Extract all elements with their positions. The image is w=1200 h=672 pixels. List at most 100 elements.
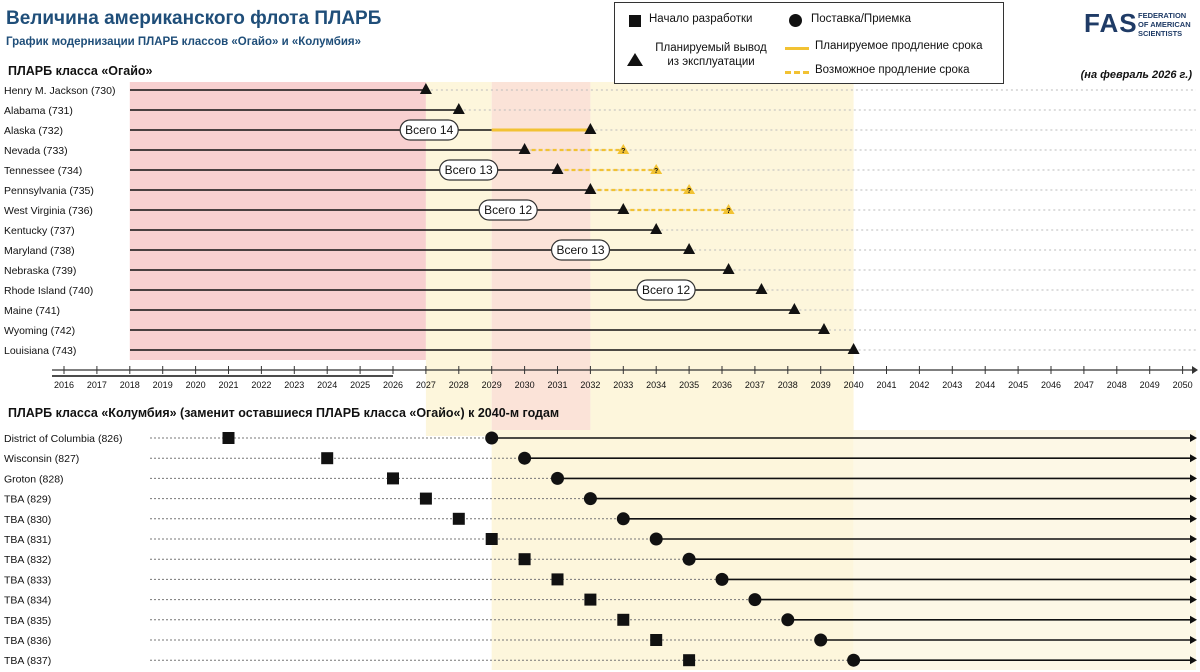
delivery-marker xyxy=(518,451,532,465)
retirement-marker xyxy=(755,283,768,294)
axis-tick-label: 2019 xyxy=(153,380,173,390)
possible-retirement-question: ? xyxy=(654,168,658,175)
fleet-total-label: Всего 13 xyxy=(445,163,493,177)
delivery-marker xyxy=(682,552,696,566)
possible-retirement-marker xyxy=(617,144,630,154)
delivery-marker xyxy=(583,492,597,506)
retirement-marker xyxy=(584,123,597,134)
shaded-period xyxy=(129,82,426,360)
service-arrow xyxy=(1190,636,1197,644)
axis-tick-label: 2031 xyxy=(547,380,567,390)
dev-start-marker xyxy=(518,553,531,566)
axis-tick-label: 2050 xyxy=(1173,380,1193,390)
service-arrow xyxy=(1190,535,1197,543)
axis-tick-label: 2048 xyxy=(1107,380,1127,390)
legend-dev-start: Начало разработки xyxy=(649,13,753,25)
ohio-row-label: West Virginia (736) xyxy=(4,205,93,217)
delivery-marker xyxy=(814,633,828,647)
delivery-marker xyxy=(781,613,795,627)
axis-tick-label: 2047 xyxy=(1074,380,1094,390)
axis-tick-label: 2018 xyxy=(120,380,140,390)
axis-tick-label: 2039 xyxy=(811,380,831,390)
delivery-marker xyxy=(847,653,861,667)
retirement-marker xyxy=(518,143,531,154)
possible-retirement-marker xyxy=(722,204,735,214)
ohio-row-label: Nebraska (739) xyxy=(4,265,76,277)
dev-start-marker xyxy=(387,472,399,485)
fas-logo-line: FEDERATION xyxy=(1138,11,1187,20)
axis-tick-label: 2049 xyxy=(1140,380,1160,390)
delivery-marker xyxy=(649,532,663,546)
columbia-row-label: TBA (833) xyxy=(4,574,51,586)
columbia-row-label: TBA (831) xyxy=(4,534,51,546)
dashed-line-icon xyxy=(785,71,809,74)
retirement-marker xyxy=(788,303,801,314)
axis-tick-label: 2017 xyxy=(87,380,107,390)
axis-tick-label: 2037 xyxy=(745,380,765,390)
axis-tick-label: 2024 xyxy=(317,380,337,390)
retirement-marker xyxy=(551,163,564,174)
legend: Начало разработки Поставка/Приемка Плани… xyxy=(614,2,1004,84)
columbia-section-title: ПЛАРБ класса «Колумбия» (заменит оставши… xyxy=(8,406,560,420)
triangle-icon xyxy=(627,53,643,66)
axis-tick-label: 2030 xyxy=(515,380,535,390)
axis-tick-label: 2020 xyxy=(186,380,206,390)
fleet-total-badge xyxy=(478,199,538,221)
fleet-total-label: Всего 12 xyxy=(484,203,532,217)
ohio-row-label: Maryland (738) xyxy=(4,245,75,257)
circle-icon xyxy=(789,14,802,27)
axis-tick-label: 2022 xyxy=(251,380,271,390)
retirement-marker xyxy=(722,263,735,274)
possible-retirement-question: ? xyxy=(687,188,691,195)
axis-tick-label: 2033 xyxy=(613,380,633,390)
dev-start-marker xyxy=(584,593,597,606)
retirement-marker xyxy=(650,223,663,234)
axis-tick-label: 2040 xyxy=(844,380,864,390)
dev-start-marker xyxy=(321,452,334,465)
axis-tick-label: 2028 xyxy=(449,380,469,390)
service-arrow xyxy=(1190,514,1197,523)
possible-retirement-question: ? xyxy=(726,208,730,215)
possible-retirement-marker xyxy=(650,164,663,174)
possible-retirement-question: ? xyxy=(621,148,625,155)
fas-logo-mark: FAS xyxy=(1084,8,1138,38)
columbia-row-label: District of Columbia (826) xyxy=(4,433,122,445)
dev-start-marker xyxy=(452,512,465,525)
ohio-row-label: Maine (741) xyxy=(4,305,60,317)
ohio-row-label: Louisiana (743) xyxy=(4,345,76,357)
columbia-row-label: Groton (828) xyxy=(4,473,64,485)
axis-tick-label: 2043 xyxy=(942,380,962,390)
fleet-total-badge xyxy=(399,119,459,141)
columbia-row-label: Wisconsin (827) xyxy=(4,453,79,465)
fleet-total-badge xyxy=(439,159,499,181)
axis-tick-label: 2038 xyxy=(778,380,798,390)
legend-planned-extension: Планируемое продление срока xyxy=(815,40,983,52)
axis-tick-label: 2016 xyxy=(54,380,74,390)
delivery-marker xyxy=(715,572,729,586)
axis-tick-label: 2041 xyxy=(876,380,896,390)
fleet-total-label: Всего 14 xyxy=(405,123,453,137)
dev-start-marker xyxy=(650,634,663,646)
columbia-row-label: TBA (829) xyxy=(4,494,51,506)
axis-tick-label: 2035 xyxy=(679,380,699,390)
delivery-marker xyxy=(748,593,762,607)
shaded-period-columbia-tail xyxy=(853,430,1196,670)
ohio-row-label: Wyoming (742) xyxy=(4,325,75,337)
axis-tick-label: 2026 xyxy=(383,380,403,390)
service-arrow xyxy=(1190,595,1197,604)
retirement-marker xyxy=(847,343,860,354)
as-of-date: (на февраль 2026 г.) xyxy=(1080,69,1192,81)
fleet-total-badge xyxy=(550,239,611,261)
ohio-row-label: Kentucky (737) xyxy=(4,225,75,237)
axis-tick-label: 2046 xyxy=(1041,380,1061,390)
columbia-row-label: TBA (837) xyxy=(4,655,51,667)
fas-logo-line: OF AMERICAN xyxy=(1138,20,1191,29)
service-arrow xyxy=(1190,434,1197,442)
time-axis-arrow xyxy=(1192,366,1198,374)
page-subtitle: График модернизации ПЛАРБ классов «Огайо… xyxy=(6,36,362,48)
fas-logo-line: SCIENTISTS xyxy=(1138,29,1183,38)
solid-line-icon xyxy=(785,47,809,50)
columbia-row-label: TBA (836) xyxy=(4,635,51,647)
